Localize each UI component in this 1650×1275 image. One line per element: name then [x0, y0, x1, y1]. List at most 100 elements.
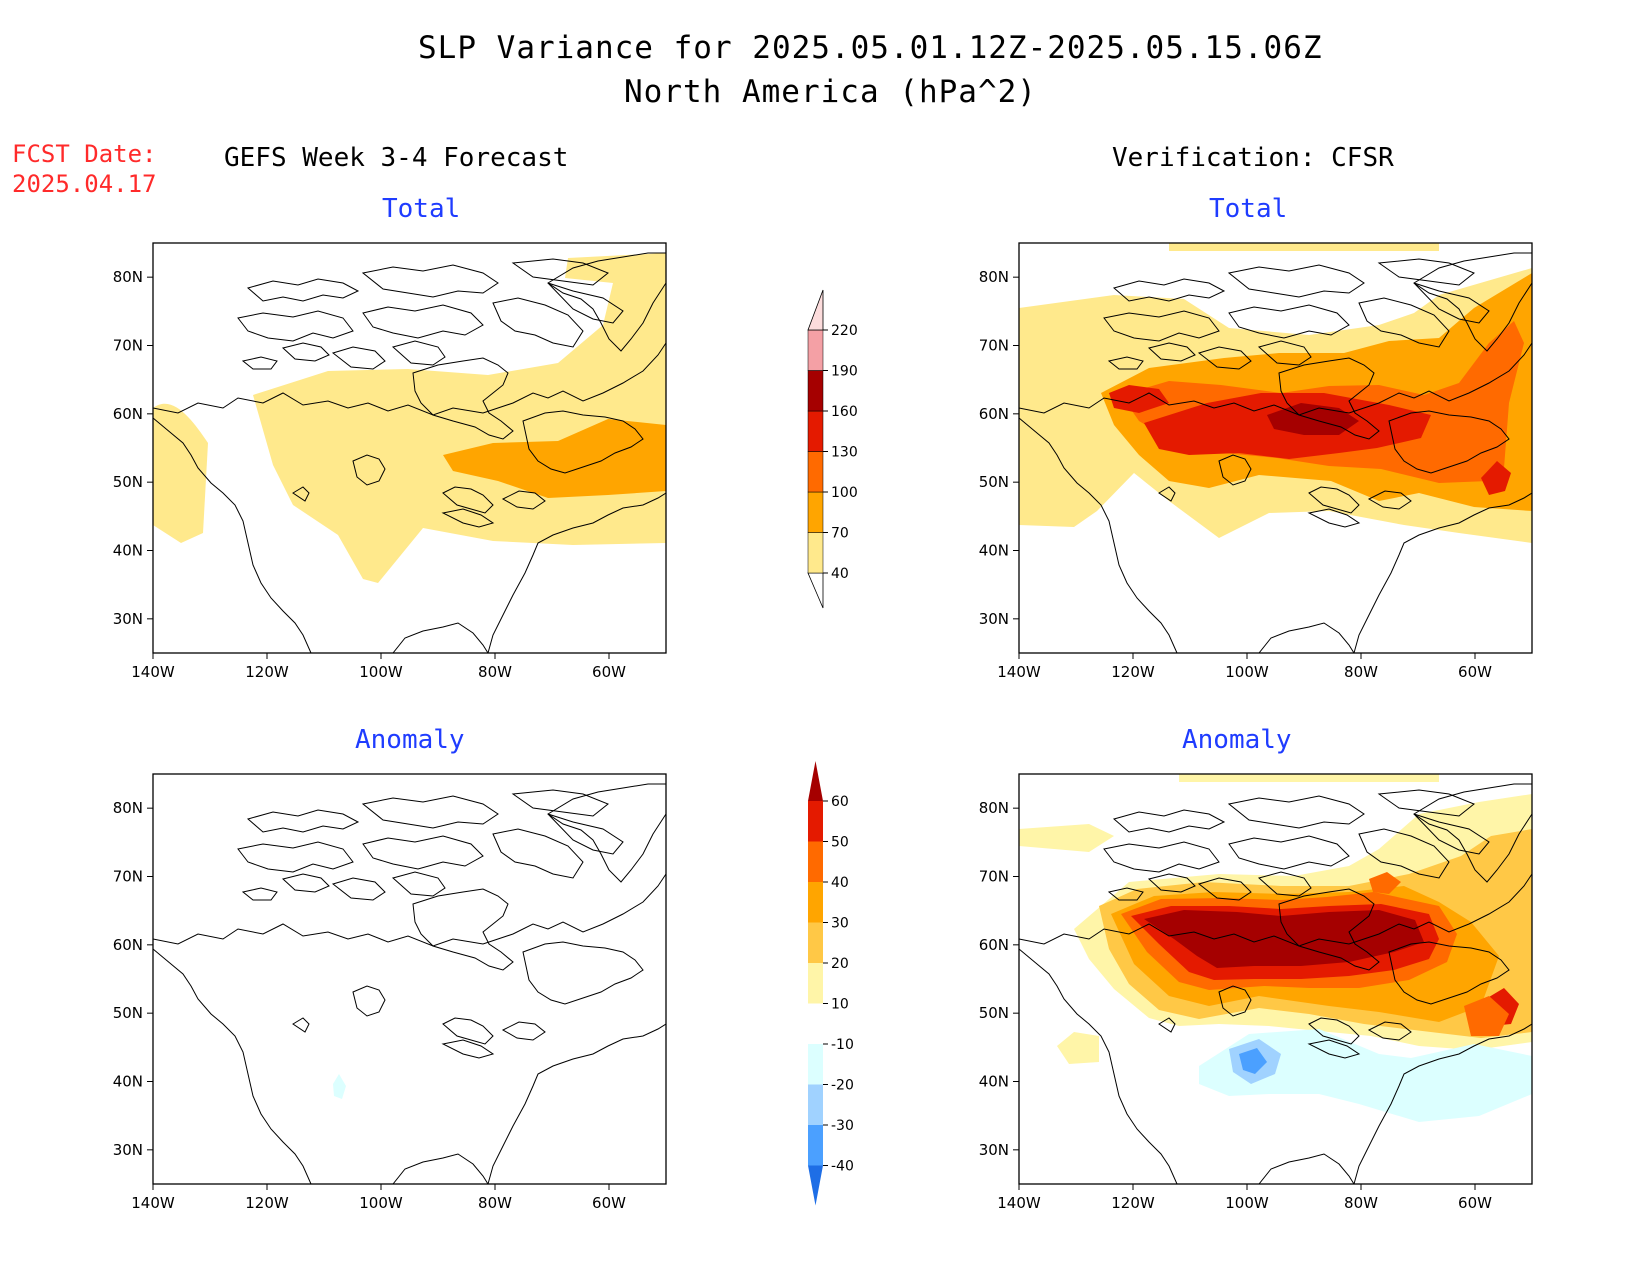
forecast-anomaly-lat-label: 50N	[113, 1004, 143, 1022]
verification-anomaly-frame	[1018, 773, 1533, 1185]
forecast-anomaly-lon-label: 120W	[245, 1194, 289, 1212]
forecast-total-shading	[153, 253, 666, 583]
verification-total-lat-label: 30N	[979, 610, 1009, 628]
anomaly-colorbar-swatch	[808, 1003, 823, 1044]
anomaly-colorbar-label: -40	[831, 1159, 854, 1175]
verification-anomaly-lat-label: 70N	[979, 868, 1009, 886]
verification-anomaly-lon-label: 80W	[1344, 1194, 1378, 1212]
forecast-anomaly-shading	[333, 1074, 346, 1099]
forecast-total-subtitle: Total	[382, 194, 461, 224]
anomaly-colorbar-swatch	[808, 963, 823, 1004]
verification-anomaly-lon-label: 100W	[1225, 1194, 1269, 1212]
total-colorbar-swatch	[807, 491, 824, 533]
forecast-total-lat-label: 40N	[113, 542, 143, 560]
anomaly-colorbar-label: -20	[831, 1078, 854, 1094]
verification-anomaly-lon-label: 140W	[997, 1194, 1041, 1212]
anomaly-colorbar: 60 50 40 30 20 10 -10 -20 -30 -40	[808, 761, 854, 1206]
figure-title-line2: North America (hPa^2)	[624, 74, 1037, 110]
total-colorbar-swatch	[807, 370, 824, 412]
verification-total-lat-label: 40N	[979, 542, 1009, 560]
forecast-anomaly-lat-label: 40N	[113, 1073, 143, 1091]
fcst-date-value: 2025.04.17	[12, 170, 157, 198]
verification-total-lon-label: 100W	[1225, 663, 1269, 681]
total-colorbar-swatch	[807, 532, 824, 574]
anomaly-colorbar-swatch	[808, 841, 823, 882]
forecast-anomaly-lat-label: 70N	[113, 868, 143, 886]
verification-anomaly-map-panel: 140W 120W 100W 80W 60W 80N 70N 60N 50N 40N 30N	[979, 773, 1533, 1212]
forecast-total-frame	[152, 242, 667, 654]
verification-total-frame	[1018, 242, 1533, 654]
anomaly-colorbar-swatch	[808, 1125, 823, 1166]
forecast-total-contour-fill-1	[253, 253, 666, 583]
verification-total-contour-fill-0	[1169, 243, 1439, 251]
verification-anomaly-shading	[1019, 774, 1532, 1122]
figure-title-line1: SLP Variance for 2025.05.01.12Z-2025.05.…	[418, 30, 1323, 66]
total-colorbar: 40 70 100 130 160 190 220	[807, 289, 858, 609]
verification-anomaly-contour-fill-2	[1057, 1032, 1099, 1064]
verification-anomaly-contour-fill-12	[1369, 872, 1401, 894]
verification-total-lon-label: 120W	[1111, 663, 1155, 681]
anomaly-colorbar-label: 40	[831, 875, 849, 891]
verification-total-lon-label: 140W	[997, 663, 1041, 681]
total-colorbar-swatch	[807, 451, 824, 493]
anomaly-colorbar-label: 10	[831, 997, 849, 1013]
anomaly-colorbar-upper-extension	[808, 761, 823, 801]
forecast-total-map-area	[153, 243, 666, 653]
verification-anomaly-contour-fill-6	[1239, 1048, 1267, 1074]
total-colorbar-label: 160	[831, 404, 858, 420]
verification-anomaly-lat-label: 60N	[979, 936, 1009, 954]
fcst-date-label: FCST Date:	[12, 140, 157, 168]
anomaly-colorbar-label: 50	[831, 835, 849, 851]
verification-total-lat-label: 60N	[979, 405, 1009, 423]
verification-anomaly-contour-fill-0	[1019, 824, 1114, 852]
anomaly-colorbar-label: 60	[831, 794, 849, 810]
forecast-total-lat-label: 70N	[113, 337, 143, 355]
forecast-total-lat-label: 30N	[113, 610, 143, 628]
anomaly-colorbar-label: -30	[831, 1118, 854, 1134]
total-colorbar-label: 220	[831, 323, 858, 339]
verification-total-map-panel: 140W 120W 100W 80W 60W 80N 70N 60N 50N 40N 30N	[979, 242, 1533, 681]
forecast-anomaly-lat-label: 60N	[113, 936, 143, 954]
forecast-total-lat-label: 80N	[113, 268, 143, 286]
verification-column-header: Verification: CFSR	[1112, 143, 1394, 173]
verification-total-subtitle: Total	[1209, 194, 1288, 224]
total-colorbar-label: 100	[831, 485, 858, 501]
forecast-total-lon-label: 120W	[245, 663, 289, 681]
forecast-anomaly-map-panel: 140W 120W 100W 80W 60W 80N 70N 60N 50N 40N 30N	[113, 773, 667, 1212]
verification-total-lon-label: 80W	[1344, 663, 1378, 681]
verification-total-lat-label: 80N	[979, 268, 1009, 286]
anomaly-colorbar-label: -10	[831, 1037, 854, 1053]
verification-anomaly-map-area	[1019, 774, 1532, 1184]
forecast-total-contour-fill-2	[443, 419, 666, 498]
anomaly-colorbar-swatch	[808, 922, 823, 963]
anomaly-colorbar-swatch	[808, 801, 823, 842]
total-colorbar-label: 70	[831, 526, 849, 542]
forecast-total-lon-label: 80W	[478, 663, 512, 681]
forecast-anomaly-contour-fill-0	[333, 1074, 346, 1099]
verification-anomaly-lon-label: 120W	[1111, 1194, 1155, 1212]
forecast-anomaly-lon-label: 80W	[478, 1194, 512, 1212]
total-colorbar-lower-extension	[807, 572, 824, 609]
forecast-total-lon-label: 140W	[131, 663, 175, 681]
anomaly-colorbar-label: 20	[831, 956, 849, 972]
forecast-anomaly-lat-label: 80N	[113, 799, 143, 817]
anomaly-colorbar-swatch	[808, 1044, 823, 1085]
anomaly-colorbar-lower-extension	[808, 1165, 823, 1206]
forecast-total-contour-fill-0	[153, 403, 208, 543]
forecast-anomaly-lon-label: 100W	[359, 1194, 403, 1212]
forecast-anomaly-lon-label: 140W	[131, 1194, 175, 1212]
forecast-total-lon-label: 100W	[359, 663, 403, 681]
forecast-anomaly-lon-label: 60W	[592, 1194, 626, 1212]
verification-anomaly-contour-fill-1	[1179, 774, 1439, 782]
verification-anomaly-lon-label: 60W	[1458, 1194, 1492, 1212]
forecast-anomaly-subtitle: Anomaly	[355, 725, 465, 755]
verification-anomaly-lat-label: 40N	[979, 1073, 1009, 1091]
forecast-total-lat-label: 50N	[113, 473, 143, 491]
anomaly-colorbar-label: 30	[831, 916, 849, 932]
total-colorbar-label: 40	[831, 566, 849, 582]
verification-total-lat-label: 50N	[979, 473, 1009, 491]
forecast-anomaly-map-area	[153, 774, 666, 1184]
total-colorbar-upper-extension	[807, 289, 824, 331]
verification-total-lon-label: 60W	[1458, 663, 1492, 681]
